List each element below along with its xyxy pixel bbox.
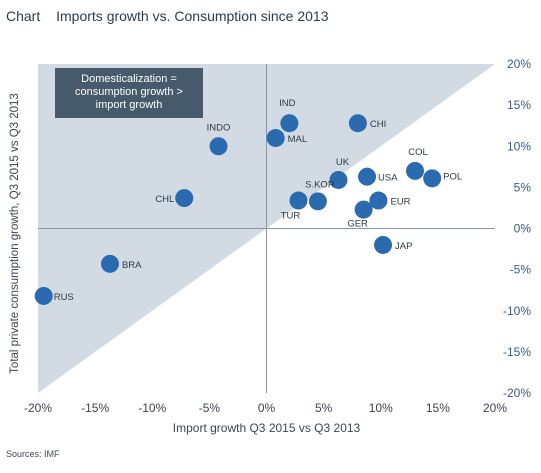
point-label: INDO <box>207 122 231 133</box>
data-point <box>289 191 308 210</box>
annotation-line: consumption growth > <box>75 86 183 98</box>
y-tick-label: 0% <box>514 222 532 236</box>
point-label: TUR <box>281 211 301 222</box>
data-point <box>354 200 373 219</box>
point-label: COL <box>408 147 428 158</box>
data-points <box>34 114 442 305</box>
point-label: S.KOR <box>305 179 335 190</box>
x-tick-label: 15% <box>426 401 450 415</box>
point-label: MAL <box>288 134 308 145</box>
data-point <box>406 161 425 180</box>
y-tick-label: 20% <box>507 57 531 71</box>
data-point <box>280 114 299 133</box>
x-tick-label: 0% <box>258 401 276 415</box>
point-label: CHI <box>370 119 386 130</box>
point-label: UK <box>336 157 350 168</box>
data-point <box>266 129 285 148</box>
annotation-box: Domesticalization = consumption growth > i… <box>55 68 203 118</box>
x-tick-label: -20% <box>24 401 52 415</box>
x-tick-label: -5% <box>199 401 221 415</box>
x-axis-label: Import growth Q3 2015 vs Q3 2013 <box>173 421 361 435</box>
data-point <box>348 114 367 133</box>
chart-kicker: Chart <box>6 8 41 24</box>
data-point <box>209 137 228 156</box>
point-label: JAP <box>395 241 412 252</box>
point-label: POL <box>443 171 462 182</box>
annotation-line: Domesticalization = <box>81 73 177 85</box>
chart-header: Chart Imports growth vs. Consumption sin… <box>6 8 328 24</box>
data-point <box>374 235 393 254</box>
y-tick-label: 5% <box>514 180 532 194</box>
x-tick-labels: -20% -15% -10% -5% 0% 5% 10% 15% 20% <box>24 401 507 415</box>
data-point <box>34 286 53 305</box>
x-tick-label: 20% <box>483 401 507 415</box>
point-label: RUS <box>54 292 74 303</box>
y-tick-label: -20% <box>503 386 531 400</box>
data-point <box>308 192 327 211</box>
y-tick-label: -15% <box>503 345 531 359</box>
y-axis-label: Total private consumption growth, Q3 201… <box>9 93 21 374</box>
y-tick-labels: 20% 15% 10% 5% 0% -5% -10% -15% -20% <box>503 57 531 400</box>
x-tick-label: -15% <box>81 401 109 415</box>
data-point <box>175 189 194 208</box>
annotation-text: Domesticalization = consumption growth > i… <box>75 73 183 111</box>
x-tick-label: 10% <box>369 401 393 415</box>
x-tick-label: 5% <box>315 401 333 415</box>
data-point <box>423 169 442 188</box>
y-tick-label: -5% <box>510 263 532 277</box>
point-label: IND <box>279 98 296 109</box>
point-label: CHL <box>155 194 174 205</box>
annotation-rect <box>55 68 203 118</box>
y-tick-label: 15% <box>507 98 531 112</box>
point-label: USA <box>378 173 398 184</box>
x-tick-label: -10% <box>138 401 166 415</box>
chart-title: Imports growth vs. Consumption since 201… <box>56 8 329 24</box>
source-note: Sources: IMF <box>6 449 60 459</box>
data-point <box>369 191 388 210</box>
point-label: BRA <box>122 260 142 271</box>
data-point <box>358 167 377 186</box>
point-labels: IND CHI INDO MAL CHL UK COL POL USA S.KOR TUR EUR GE… <box>54 98 462 303</box>
annotation-line: import growth <box>96 99 163 111</box>
point-label: EUR <box>390 197 410 208</box>
y-tick-label: 10% <box>507 139 531 153</box>
data-point <box>329 170 348 189</box>
y-tick-label: -10% <box>503 304 531 318</box>
data-point <box>100 254 119 273</box>
point-label: GER <box>347 219 368 230</box>
